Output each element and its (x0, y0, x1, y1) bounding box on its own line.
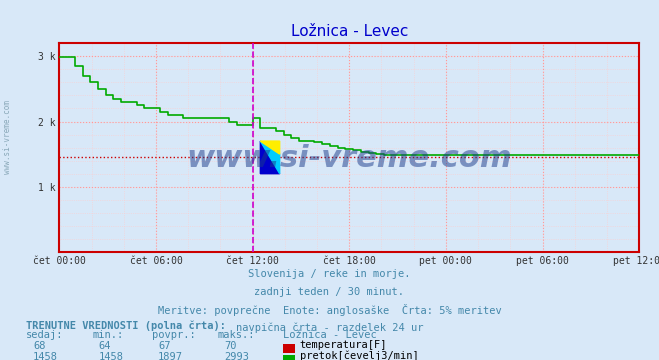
Text: min.:: min.: (92, 330, 123, 341)
Polygon shape (260, 141, 279, 174)
Text: 1458: 1458 (99, 352, 124, 360)
Text: TRENUTNE VREDNOSTI (polna črta):: TRENUTNE VREDNOSTI (polna črta): (26, 321, 226, 332)
Text: 1897: 1897 (158, 352, 183, 360)
Text: Meritve: povprečne  Enote: anglosaške  Črta: 5% meritev: Meritve: povprečne Enote: anglosaške Črt… (158, 303, 501, 316)
Text: Slovenija / reke in morje.: Slovenija / reke in morje. (248, 269, 411, 279)
Text: Ložnica - Levec: Ložnica - Levec (283, 330, 377, 341)
Text: sedaj:: sedaj: (26, 330, 64, 341)
Text: 1458: 1458 (33, 352, 58, 360)
Text: pretok[čevelj3/min]: pretok[čevelj3/min] (300, 351, 418, 360)
Text: maks.:: maks.: (217, 330, 255, 341)
Text: 68: 68 (33, 341, 45, 351)
Text: www.si-vreme.com: www.si-vreme.com (3, 100, 13, 174)
Text: temperatura[F]: temperatura[F] (300, 341, 387, 351)
Text: www.si-vreme.com: www.si-vreme.com (186, 144, 512, 172)
Text: 2993: 2993 (224, 352, 249, 360)
Polygon shape (260, 141, 279, 174)
Text: navpična črta - razdelek 24 ur: navpična črta - razdelek 24 ur (236, 322, 423, 333)
Text: povpr.:: povpr.: (152, 330, 195, 341)
Text: 67: 67 (158, 341, 171, 351)
Text: 64: 64 (99, 341, 111, 351)
Polygon shape (260, 141, 279, 154)
Text: zadnji teden / 30 minut.: zadnji teden / 30 minut. (254, 287, 405, 297)
Title: Ložnica - Levec: Ložnica - Levec (291, 24, 408, 39)
Text: 70: 70 (224, 341, 237, 351)
